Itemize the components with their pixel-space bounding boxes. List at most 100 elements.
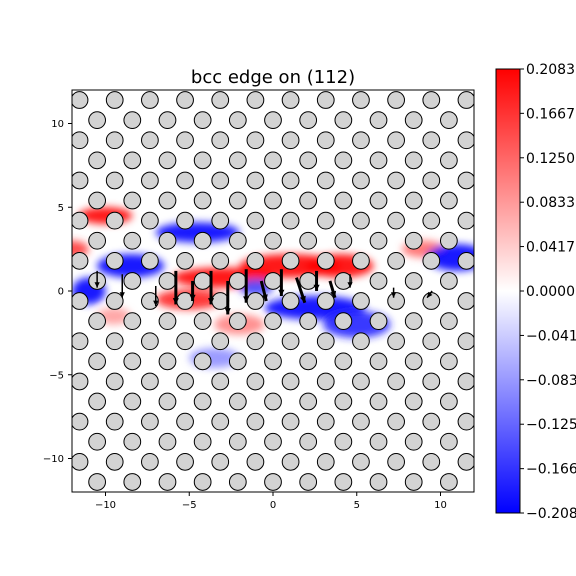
atom [123,151,142,170]
atom [246,251,265,270]
atom [457,292,474,310]
atom [176,131,194,150]
chart-title: bcc edge on (112) [191,67,355,88]
atom [193,231,212,250]
atom [211,211,230,230]
atom [141,131,159,150]
atom [440,392,458,411]
atom [89,72,106,89]
atom [211,452,230,471]
atom [334,231,353,250]
atom [352,211,370,230]
atom [246,332,265,351]
atom [211,91,230,109]
atom [334,191,353,210]
atom [387,292,405,310]
atom [54,152,71,169]
atom [88,473,106,491]
atom [36,333,53,350]
atom [88,352,106,371]
atom [334,272,353,290]
atom [334,111,353,130]
atom [264,191,282,210]
atom [387,372,405,391]
atom [54,353,71,370]
atom [299,312,318,331]
atom [352,171,370,190]
colorbar-tick-label: 0.0833 [526,195,575,211]
atom [404,111,423,130]
atom [158,111,177,130]
colorbar-tick-label: 0.0417 [526,240,575,256]
atom [369,231,388,250]
atom [441,72,458,89]
atom [264,111,282,130]
atom [422,412,441,431]
atom [211,332,230,351]
atom [316,211,335,230]
atom [316,91,335,109]
colorbar-tick-label: 0.2083 [526,62,575,78]
atom [281,91,300,109]
atom [316,412,335,431]
atom [158,352,177,371]
atom [105,91,124,109]
x-axis-ticks: −10 −5 0 5 10 [95,492,447,511]
atom [141,452,159,471]
arrow-head [94,282,100,288]
atom [72,131,89,150]
atom [212,494,229,511]
atom [387,452,405,471]
atom [105,131,124,150]
atom [281,251,300,270]
atom [176,211,194,230]
atom [211,131,230,150]
atom [476,273,493,290]
atom [281,171,300,190]
atom [422,372,441,391]
atom [422,91,441,109]
atom [158,432,177,451]
atom [176,251,194,270]
atom [404,151,423,170]
atom [369,272,388,290]
atom [54,393,71,410]
atom [141,211,159,230]
atom [281,292,300,310]
displacement-arrow [94,270,100,288]
x-tick-label: 5 [354,500,360,511]
atom [228,392,247,411]
arrow-head [347,282,353,288]
atom [211,292,230,310]
atom [299,111,318,130]
atom [158,392,177,411]
displacement-arrows [94,269,433,315]
displacement-arrow [313,270,320,291]
y-tick-label: 10 [51,119,64,130]
atom [123,352,142,371]
atom [159,72,176,89]
atom [476,192,493,209]
x-tick-label: 0 [270,500,276,511]
atom [54,313,71,330]
atom [387,131,405,150]
atom [352,292,370,310]
atom [176,412,194,431]
atom [457,91,474,109]
atom [316,131,335,150]
atom [440,432,458,451]
atom [352,251,370,270]
atom [54,433,71,450]
atom [440,111,458,130]
arrow-head [261,294,268,302]
displacement-arrow [172,270,179,305]
atom [457,332,474,351]
atom [264,392,282,411]
atom [36,92,53,109]
atom [72,211,89,230]
atom [123,312,142,331]
atom [193,473,212,491]
colorbar-gradient [495,68,521,514]
atom [36,413,53,430]
atom [422,171,441,190]
